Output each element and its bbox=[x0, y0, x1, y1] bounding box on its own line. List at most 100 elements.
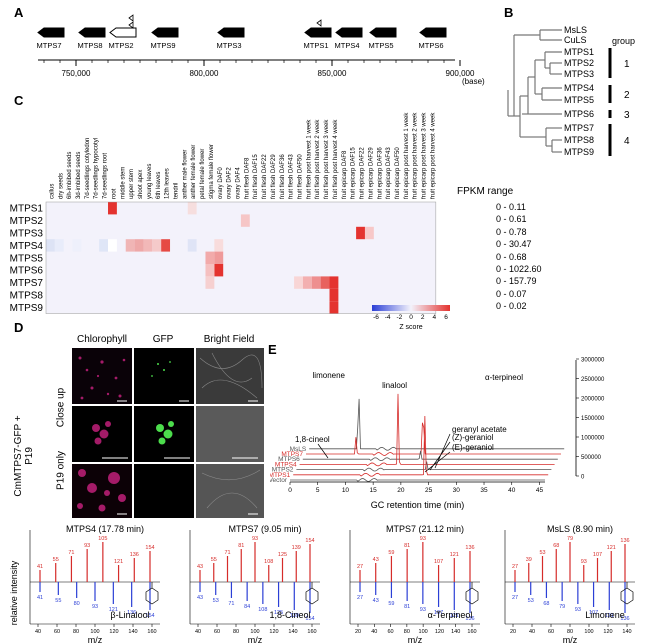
ms-peak-label: 59 bbox=[388, 550, 394, 556]
heatmap-cell bbox=[214, 239, 224, 252]
ms-peak-label: 154 bbox=[305, 616, 314, 622]
gene-mtps2: MTPS2 bbox=[108, 27, 137, 50]
ms-peak-label: 139 bbox=[292, 545, 301, 551]
heatmap-cell bbox=[205, 264, 215, 277]
gene-mtps3: MTPS3 bbox=[216, 27, 245, 50]
gc-x-tick: 35 bbox=[480, 487, 488, 494]
heatmap-column-label: ovary DAF2 bbox=[227, 167, 233, 199]
gene-mtps8: MTPS8 bbox=[77, 27, 106, 50]
fpkm-range: 0 - 1022.60 bbox=[496, 264, 542, 274]
panel-label-b: B bbox=[504, 5, 514, 20]
ms-peak-label: 43 bbox=[373, 557, 379, 563]
genome-tick-label: 850,000 bbox=[318, 69, 347, 78]
heatmap-cell bbox=[294, 276, 303, 289]
tree-leaf-mtps6: MTPS6 bbox=[564, 109, 594, 119]
heatmap-row-label: MTPS7 bbox=[10, 278, 44, 289]
ms-peak-label: 121 bbox=[450, 613, 459, 619]
ms-peak-label: 121 bbox=[607, 545, 616, 551]
group-number: 2 bbox=[624, 90, 630, 101]
ms-tick: 80 bbox=[233, 629, 239, 635]
molecule-icon bbox=[465, 582, 479, 605]
heatmap-cell bbox=[108, 239, 117, 252]
gc-trace bbox=[299, 393, 555, 467]
ms-peak-label: 55 bbox=[53, 557, 59, 563]
fpkm-range: 0 - 157.79 bbox=[496, 276, 537, 287]
panel-label-a: A bbox=[14, 5, 24, 20]
ms-title: MsLS (8.90 min) bbox=[547, 524, 613, 534]
gc-peak-label: (Z)-geraniol bbox=[452, 433, 494, 442]
ms-peak-label: 81 bbox=[404, 543, 410, 549]
col-gfp: GFP bbox=[152, 334, 174, 345]
ms-tick: 140 bbox=[288, 629, 297, 635]
ms-spectrum: MTPS4 (17.78 min) 41 55 71 93 105 121 136 154 41 5… bbox=[29, 524, 160, 644]
ms-peak-label: 107 bbox=[589, 610, 598, 616]
marker-icon bbox=[128, 21, 134, 29]
heatmap-row-label: MTPS9 bbox=[10, 303, 44, 314]
ms-peak-label: 53 bbox=[213, 598, 219, 604]
ms-peak-label: 27 bbox=[512, 564, 518, 570]
heatmap-column-label: fruit epicarp DAF8 bbox=[342, 150, 348, 199]
gc-y-tick: 500000 bbox=[581, 455, 602, 461]
ms-peak-label: 93 bbox=[420, 536, 426, 542]
microscopy-panel: CmMTPS7-GFP + P19 Close up P19 only Chlo… bbox=[13, 334, 266, 518]
ms-peak-label: 43 bbox=[373, 598, 379, 604]
ms-spectrum: MTPS7 (9.05 min) 43 55 71 81 93 108 125 139 154 43… bbox=[189, 524, 320, 644]
heatmap-cell bbox=[108, 202, 117, 215]
heatmap-column-label: fruit epicarp DAF29 bbox=[368, 147, 374, 199]
ms-peak-label: 84 bbox=[244, 604, 250, 610]
heatmap-column-label: root bbox=[111, 188, 117, 199]
ms-peak-label: 154 bbox=[305, 538, 314, 544]
heatmap-column-label: 7d-seedlings hypocotyl bbox=[94, 138, 100, 199]
tree-leaf-mtps2: MTPS2 bbox=[564, 58, 594, 68]
ms-tick: 120 bbox=[269, 629, 278, 635]
gene-label: MTPS5 bbox=[368, 41, 393, 50]
heatmap-cell bbox=[54, 239, 64, 252]
heatmap-column-label: fruit epicarp DAF15 bbox=[351, 147, 357, 199]
gene-label: MTPS4 bbox=[334, 41, 359, 50]
heatmap-cell bbox=[143, 239, 153, 252]
heatmap-cell bbox=[240, 214, 250, 227]
ms-peak-label: 27 bbox=[357, 595, 363, 601]
ms-tick: 40 bbox=[529, 629, 535, 635]
ms-peak-label: 79 bbox=[567, 536, 573, 542]
gene-label: MTPS3 bbox=[216, 41, 241, 50]
expression-heatmap: callus dry seeds 6h-imbibed seeds 3d-imbibe… bbox=[10, 112, 450, 330]
ms-peak-label: 27 bbox=[357, 564, 363, 570]
ms-peak-label: 68 bbox=[553, 543, 559, 549]
heatmap-row-label: MTPS1 bbox=[10, 204, 44, 215]
ms-peak-label: 68 bbox=[543, 601, 549, 607]
gc-trace-label: MTPS1 bbox=[270, 472, 291, 479]
marker-icon bbox=[316, 19, 322, 27]
heatmap-cell bbox=[205, 251, 215, 264]
heatmap-column-label: fruit epicarp post harvest 3 week bbox=[422, 112, 428, 199]
zscore-tick: 0 bbox=[409, 314, 413, 321]
ms-peak-label: 93 bbox=[84, 543, 90, 549]
ms-tick: 160 bbox=[307, 629, 316, 635]
ms-peak-label: 93 bbox=[420, 607, 426, 613]
heatmap-row-label: MTPS4 bbox=[10, 241, 44, 252]
ms-peak-label: 41 bbox=[37, 595, 43, 601]
heatmap-column-label: fruit flesh post harvest 3 week bbox=[324, 119, 330, 199]
molecule-icon bbox=[305, 582, 319, 605]
ms-peak-label: 107 bbox=[434, 559, 443, 565]
gc-trace-label: MsLS bbox=[290, 446, 307, 453]
heatmap-row-label: MTPS5 bbox=[10, 253, 44, 264]
heatmap-cell bbox=[99, 239, 109, 252]
group-number: 4 bbox=[624, 136, 630, 147]
heatmap-column-label: petal female flower bbox=[200, 149, 206, 199]
ms-peak-label: 136 bbox=[127, 610, 136, 616]
gc-trace-label: MTPS4 bbox=[275, 461, 297, 468]
gc-peak-label: geranyl acetate bbox=[452, 425, 507, 434]
heatmap-cell bbox=[161, 239, 171, 252]
ms-tick: 100 bbox=[250, 629, 259, 635]
ms-tick: 100 bbox=[584, 629, 593, 635]
gc-y-tick: 2500000 bbox=[581, 377, 605, 383]
ms-peak-label: 107 bbox=[593, 552, 602, 558]
fpkm-range: 0 - 0.61 bbox=[496, 214, 527, 225]
group-number: 3 bbox=[624, 110, 630, 121]
ms-peak-label: 39 bbox=[526, 557, 532, 563]
ms-peak-label: 121 bbox=[114, 559, 123, 565]
gene-label: MTPS9 bbox=[150, 41, 175, 50]
gc-trace-label: MTPS6 bbox=[278, 456, 300, 463]
fpkm-range: 0 - 0.78 bbox=[496, 226, 527, 237]
